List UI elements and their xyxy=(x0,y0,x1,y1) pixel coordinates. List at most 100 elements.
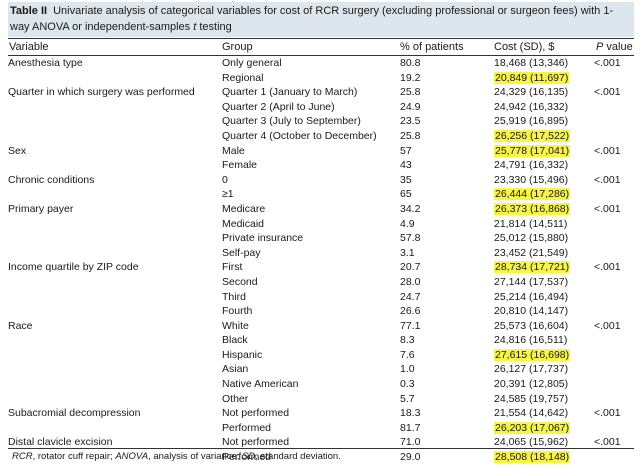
cell-p-value xyxy=(594,392,634,407)
cell-pct: 28.0 xyxy=(400,275,421,288)
cell-group: Regional xyxy=(222,71,264,84)
cell-variable xyxy=(8,362,222,377)
cell-pct: 19.2 xyxy=(400,71,421,84)
cell-group: Private insurance xyxy=(222,232,304,245)
cost-highlighted: 25,778 (17,041) xyxy=(494,144,571,157)
cell-variable: Sex xyxy=(8,144,27,157)
cell-group: ≥1 xyxy=(222,188,234,201)
cell-p-value xyxy=(594,290,634,305)
cell-variable xyxy=(8,392,222,407)
cell-cost: 25,573 (16,604) xyxy=(494,319,594,334)
cell-p-value xyxy=(594,304,634,319)
cost-value: 24,816 (16,511) xyxy=(494,334,568,347)
cell-cost: 24,791 (16,332) xyxy=(494,158,594,173)
cell-cost: 25,214 (16,494) xyxy=(494,290,594,305)
cell-pct: 80.8 xyxy=(400,57,421,69)
cell-p-value xyxy=(594,129,634,144)
header-cost: Cost (SD), $ xyxy=(494,41,555,53)
cell-group: Hispanic xyxy=(222,348,263,361)
footnote-rcr-def: , rotator cuff repair; xyxy=(32,451,116,462)
cell-pct: 43 xyxy=(400,159,412,172)
cell-p-value xyxy=(594,362,634,377)
cell-cost: 20,391 (12,805) xyxy=(494,377,594,392)
cell-pct: 24.7 xyxy=(400,290,421,303)
cell-p-value xyxy=(594,377,634,392)
header-top-rule xyxy=(8,38,634,39)
cell-pct: 7.6 xyxy=(400,348,415,361)
table-row: Black 8.3 24,816 (16,511) xyxy=(8,333,634,348)
cell-p-value: <.001 xyxy=(594,86,621,99)
cost-highlighted: 26,203 (17,067) xyxy=(494,421,571,434)
cell-variable xyxy=(8,114,222,129)
cell-group: Not performed xyxy=(222,407,290,420)
cost-highlighted: 26,373 (16,868) xyxy=(494,202,571,215)
cell-group: Quarter 4 (October to December) xyxy=(222,129,377,142)
cost-value: 25,573 (16,604) xyxy=(494,319,569,332)
cost-value: 21,814 (14,511) xyxy=(494,217,568,230)
table-row: ≥1 65 26,444 (17,286) xyxy=(8,187,634,202)
cell-pct: 3.1 xyxy=(400,246,415,259)
cell-variable xyxy=(8,348,222,363)
table-row: Second 28.0 27,144 (17,537) xyxy=(8,275,634,290)
cell-group: Fourth xyxy=(222,305,253,318)
cost-highlighted: 27,615 (16,698) xyxy=(494,348,571,361)
cell-cost: 25,012 (15,880) xyxy=(494,231,594,246)
cell-p-value: <.001 xyxy=(594,407,621,420)
cell-p-value xyxy=(594,421,634,436)
cost-value: 23,330 (15,496) xyxy=(494,173,569,186)
table-body: Anesthesia type Only general 80.8 18,468 (1… xyxy=(8,56,634,465)
cell-p-value: <.001 xyxy=(594,57,621,69)
table-row: Distal clavicle excision Not performed 71.… xyxy=(8,435,634,450)
table-row: Subacromial decompression Not performed 18… xyxy=(8,406,634,421)
cell-cost: 26,444 (17,286) xyxy=(494,187,594,202)
table-row: Performed 29.0 28,508 (18,148) xyxy=(8,450,634,465)
cell-group: Self-pay xyxy=(222,246,261,259)
table-row: Other 5.7 24,585 (19,757) xyxy=(8,392,634,407)
cell-variable xyxy=(8,231,222,246)
cell-variable xyxy=(8,275,222,290)
cell-cost: 27,144 (17,537) xyxy=(494,275,594,290)
cell-variable: Distal clavicle excision xyxy=(8,436,113,449)
cell-variable xyxy=(8,158,222,173)
cell-cost: 24,065 (15,962) xyxy=(494,435,594,450)
table-row: Race White 77.1 25,573 (16,604) <.001 xyxy=(8,319,634,334)
cell-pct: 57.8 xyxy=(400,232,421,245)
cell-pct: 26.6 xyxy=(400,305,421,318)
cell-variable xyxy=(8,187,222,202)
cell-cost: 27,615 (16,698) xyxy=(494,348,594,363)
cost-highlighted: 20,849 (11,697) xyxy=(494,71,570,84)
cell-cost: 24,816 (16,511) xyxy=(494,333,594,348)
cell-pct: 25.8 xyxy=(400,86,421,99)
table-row: Fourth 26.6 20,810 (14,147) xyxy=(8,304,634,319)
cell-cost: 25,778 (17,041) xyxy=(494,144,594,159)
cell-pct: 81.7 xyxy=(400,421,421,434)
footnote-sd-abbr: SD xyxy=(242,451,256,462)
table-label: Table II xyxy=(10,5,48,17)
table-row: Primary payer Medicare 34.2 26,373 (16,868)… xyxy=(8,202,634,217)
cell-group: Other xyxy=(222,392,249,405)
table-row: Performed 81.7 26,203 (17,067) xyxy=(8,421,634,436)
cell-cost: 21,554 (14,642) xyxy=(494,406,594,421)
footnote-anova-abbr: ANOVA xyxy=(115,451,149,462)
cost-value: 24,329 (16,135) xyxy=(494,86,569,99)
table-row: Self-pay 3.1 23,452 (21,549) xyxy=(8,246,634,261)
cell-pct: 29.0 xyxy=(400,451,421,464)
cost-highlighted: 28,734 (17,721) xyxy=(494,261,571,274)
cell-pct: 65 xyxy=(400,188,412,201)
table-row: Quarter 4 (October to December) 25.8 26,25… xyxy=(8,129,634,144)
cell-pct: 24.9 xyxy=(400,100,421,113)
table-row: Female 43 24,791 (16,332) xyxy=(8,158,634,173)
cell-cost: 23,452 (21,549) xyxy=(494,246,594,261)
cell-p-value: <.001 xyxy=(594,202,621,215)
cell-p-value xyxy=(594,114,634,129)
cell-variable xyxy=(8,421,222,436)
cost-value: 24,065 (15,962) xyxy=(494,436,569,449)
cell-cost: 26,127 (17,737) xyxy=(494,362,594,377)
cell-group: Asian xyxy=(222,363,249,376)
table-row: Medicaid 4.9 21,814 (14,511) xyxy=(8,217,634,232)
cell-group: Only general xyxy=(222,57,282,69)
cell-cost: 26,256 (17,522) xyxy=(494,129,594,144)
cell-variable: Primary payer xyxy=(8,202,74,215)
cell-pct: 34.2 xyxy=(400,202,421,215)
